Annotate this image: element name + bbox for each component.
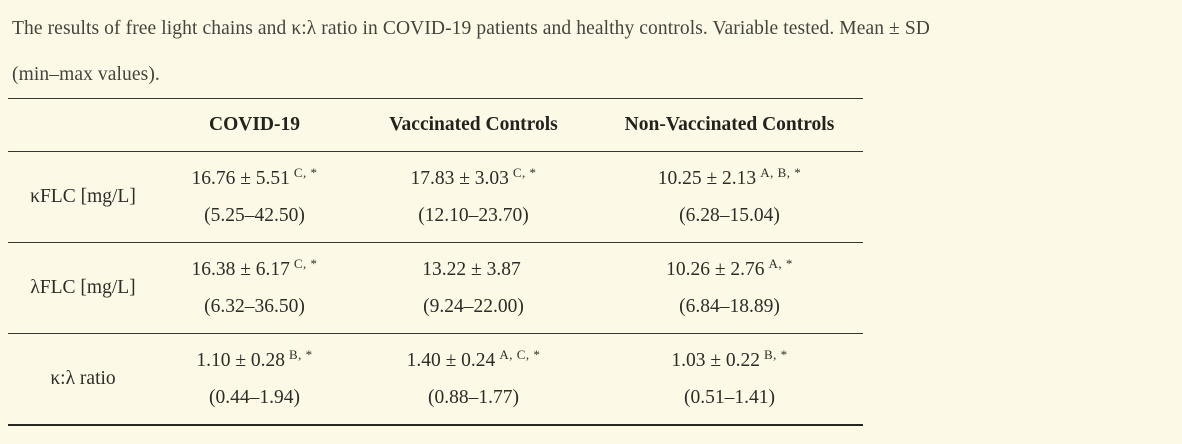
mean-sd-value: 13.22 ± 3.87	[422, 259, 521, 280]
cell-range: (0.51–1.41)	[684, 387, 775, 408]
mean-sd-value: 17.83 ± 3.03	[410, 168, 509, 189]
cell-mean-sd: 10.25 ± 2.13 A, B, *	[596, 160, 863, 197]
cell-range: (12.10–23.70)	[418, 205, 529, 226]
table-caption: The results of free light chains and κ:λ…	[0, 0, 1182, 98]
significance-marks: A, B, *	[760, 165, 802, 180]
header-non-vaccinated-controls: Non-Vaccinated Controls	[596, 98, 863, 152]
row-label-kflc: κFLC [mg/L]	[30, 186, 136, 207]
cell-mean-sd: 1.03 ± 0.22 B, *	[596, 342, 863, 379]
header-variable-blank	[8, 98, 158, 152]
cell-lflc-non-vaccinated: 10.26 ± 2.76 A, * (6.84–18.89)	[596, 243, 863, 334]
cell-kflc-non-vaccinated: 10.25 ± 2.13 A, B, * (6.28–15.04)	[596, 152, 863, 243]
cell-ratio-vaccinated: 1.40 ± 0.24 A, C, * (0.88–1.77)	[351, 334, 596, 426]
cell-mean-sd: 16.76 ± 5.51 C, *	[158, 160, 351, 197]
cell-mean-sd: 13.22 ± 3.87	[351, 251, 596, 288]
significance-marks: B, *	[289, 347, 313, 362]
cell-mean-sd: 16.38 ± 6.17 C, *	[158, 251, 351, 288]
row-label-lflc: λFLC [mg/L]	[30, 277, 136, 298]
mean-sd-value: 1.03 ± 0.22	[671, 350, 761, 371]
cell-ratio-covid19: 1.10 ± 0.28 B, * (0.44–1.94)	[158, 334, 351, 426]
header-vaccinated-controls: Vaccinated Controls	[351, 98, 596, 152]
cell-range: (6.84–18.89)	[679, 296, 780, 317]
significance-marks: A, C, *	[499, 347, 541, 362]
caption-line-1: The results of free light chains and κ:λ…	[12, 18, 930, 39]
significance-marks: C, *	[512, 165, 537, 180]
cell-mean-sd: 10.26 ± 2.76 A, *	[596, 251, 863, 288]
table-row-ratio: κ:λ ratio 1.10 ± 0.28 B, * (0.44–1.94) 1.…	[8, 334, 863, 426]
cell-mean-sd: 1.40 ± 0.24 A, C, *	[351, 342, 596, 379]
cell-range: (0.44–1.94)	[209, 387, 300, 408]
cell-range: (6.32–36.50)	[204, 296, 305, 317]
caption-line-2: (min–max values).	[12, 64, 160, 85]
cell-mean-sd: 17.83 ± 3.03 C, *	[351, 160, 596, 197]
results-table: COVID-19 Vaccinated Controls Non-Vaccina…	[8, 98, 863, 426]
cell-lflc-covid19: 16.38 ± 6.17 C, * (6.32–36.50)	[158, 243, 351, 334]
cell-ratio-non-vaccinated: 1.03 ± 0.22 B, * (0.51–1.41)	[596, 334, 863, 426]
header-row: COVID-19 Vaccinated Controls Non-Vaccina…	[8, 98, 863, 152]
cell-mean-sd: 1.10 ± 0.28 B, *	[158, 342, 351, 379]
row-label-ratio: κ:λ ratio	[50, 368, 116, 389]
cell-range: (9.24–22.00)	[423, 296, 524, 317]
mean-sd-value: 16.38 ± 6.17	[191, 259, 290, 280]
cell-range: (5.25–42.50)	[204, 205, 305, 226]
significance-marks: C, *	[293, 165, 318, 180]
cell-range: (6.28–15.04)	[679, 205, 780, 226]
mean-sd-value: 10.25 ± 2.13	[657, 168, 757, 189]
mean-sd-value: 1.10 ± 0.28	[196, 350, 286, 371]
mean-sd-value: 10.26 ± 2.76	[666, 259, 765, 280]
cell-range: (0.88–1.77)	[428, 387, 519, 408]
significance-marks: B, *	[764, 347, 788, 362]
table-row-kflc: κFLC [mg/L] 16.76 ± 5.51 C, * (5.25–42.50…	[8, 152, 863, 243]
table-row-lflc: λFLC [mg/L] 16.38 ± 6.17 C, * (6.32–36.50…	[8, 243, 863, 334]
cell-lflc-vaccinated: 13.22 ± 3.87 (9.24–22.00)	[351, 243, 596, 334]
mean-sd-value: 16.76 ± 5.51	[191, 168, 290, 189]
cell-kflc-vaccinated: 17.83 ± 3.03 C, * (12.10–23.70)	[351, 152, 596, 243]
significance-marks: A, *	[768, 256, 793, 271]
cell-kflc-covid19: 16.76 ± 5.51 C, * (5.25–42.50)	[158, 152, 351, 243]
mean-sd-value: 1.40 ± 0.24	[406, 350, 496, 371]
significance-marks: C, *	[293, 256, 318, 271]
header-covid19: COVID-19	[158, 98, 351, 152]
